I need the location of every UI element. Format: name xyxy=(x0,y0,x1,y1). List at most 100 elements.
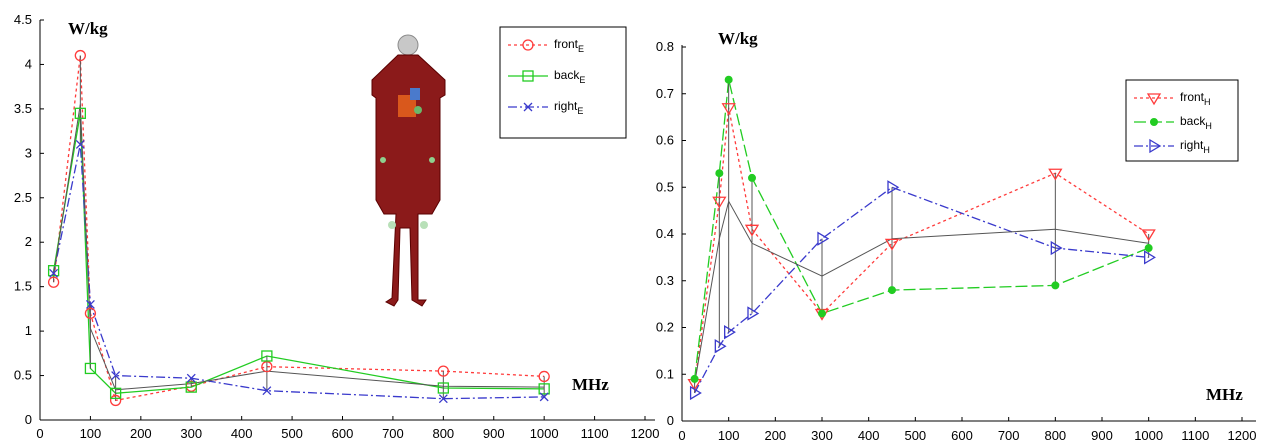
data-point-back-H xyxy=(888,286,896,295)
legend-entry-front: frontE xyxy=(554,37,584,54)
data-point-front-H xyxy=(1141,229,1156,242)
y-tick-label: 0.4 xyxy=(656,226,674,241)
legend-entry-front: frontH xyxy=(1180,90,1211,107)
x-tick-label: 1100 xyxy=(1181,428,1209,443)
data-point-right-E xyxy=(539,392,549,402)
series-line-mean xyxy=(694,199,1149,384)
data-point-right-H xyxy=(689,385,702,401)
x-tick-label: 900 xyxy=(1091,428,1113,443)
legend-label: right xyxy=(1180,138,1204,152)
data-point-front-E xyxy=(437,365,449,377)
data-point-front-H xyxy=(884,238,900,251)
data-point-right-E xyxy=(438,394,448,404)
data-point-back-E xyxy=(47,265,60,277)
x-tick-label: 100 xyxy=(80,426,102,441)
y-tick-label: 0.5 xyxy=(14,368,32,383)
data-point-back-H xyxy=(690,374,699,383)
data-point-back-H xyxy=(748,173,756,182)
y-tick-label: 0.6 xyxy=(656,133,674,148)
y-tick-label: 2 xyxy=(25,234,32,249)
y-tick-label: 2.5 xyxy=(14,190,32,205)
legend-subscript: H xyxy=(1203,145,1210,155)
x-tick-label: 1000 xyxy=(530,426,559,441)
x-tick-label: 100 xyxy=(718,428,740,443)
y-tick-label: 0.2 xyxy=(656,320,674,335)
data-point-right-H xyxy=(1050,240,1063,256)
y-tick-label: 4.5 xyxy=(14,12,32,27)
series-markers xyxy=(47,49,550,407)
legend-marker-right xyxy=(1149,138,1162,154)
human-body-image xyxy=(371,34,446,307)
y-tick-label: 0.7 xyxy=(656,86,674,101)
data-point-front-E xyxy=(538,370,550,383)
y-tick-label: 0 xyxy=(25,412,32,427)
x-tick-label: 500 xyxy=(281,426,303,441)
x-tick-label: 0 xyxy=(36,426,43,441)
data-point-right-H xyxy=(817,231,830,246)
data-point-back-E xyxy=(538,383,550,395)
y-tick-label: 0.8 xyxy=(656,39,674,54)
series-line-front-H xyxy=(693,107,1150,384)
data-point-front-E xyxy=(84,307,97,319)
data-point-back-E xyxy=(437,382,449,394)
y-axis-unit: W/kg xyxy=(718,29,758,48)
legend-marker-right xyxy=(523,102,533,112)
data-point-front-E xyxy=(74,49,86,62)
data-point-right-E xyxy=(111,371,121,381)
x-tick-label: 200 xyxy=(130,426,152,441)
legend-marker-back xyxy=(522,70,534,82)
x-tick-label: 400 xyxy=(858,428,880,443)
y-tick-label: 0 xyxy=(667,413,674,428)
data-point-back-H xyxy=(724,75,733,84)
x-tick-label: 700 xyxy=(382,426,404,441)
legend-label: front xyxy=(554,37,579,51)
data-point-back-E xyxy=(261,350,273,362)
data-point-right-H xyxy=(887,180,900,195)
data-point-right-E xyxy=(262,386,272,396)
data-point-right-H xyxy=(714,339,727,354)
data-point-front-H xyxy=(721,103,736,116)
data-point-back-H xyxy=(1144,244,1153,253)
tick-labels: 0 0.5 1 1.5 2 2.5 3 3.5 4 4.5 0 100 200 300 400 500 600 7… xyxy=(14,12,660,441)
data-point-right-E xyxy=(49,268,59,278)
legend-label: front xyxy=(1180,90,1205,104)
y-tick-label: 1 xyxy=(25,323,32,338)
legend-label: back xyxy=(554,68,580,82)
series-line-back-E xyxy=(52,113,545,394)
y-tick-label: 0.5 xyxy=(656,179,674,194)
legend-subscript: H xyxy=(1205,121,1212,131)
x-tick-label: 800 xyxy=(432,426,454,441)
x-tick-label: 1100 xyxy=(581,426,609,441)
data-point-right-H xyxy=(724,325,736,340)
x-tick-label: 800 xyxy=(1044,428,1066,443)
data-point-back-H xyxy=(715,169,724,178)
series-markers xyxy=(687,75,1156,401)
data-point-front-H xyxy=(712,196,727,209)
tick-labels: 0 0.1 0.2 0.3 0.4 0.5 0.6 0.7 0.8 0 100 200 300 400 50… xyxy=(656,39,1257,443)
x-tick-label: 1200 xyxy=(1228,428,1257,443)
data-point-right-E xyxy=(85,299,95,309)
series-line-mean xyxy=(53,104,545,391)
data-point-right-H xyxy=(1144,250,1156,265)
x-tick-label: 600 xyxy=(332,426,354,441)
series-lines xyxy=(52,55,545,402)
data-point-front-H xyxy=(1048,168,1063,181)
legend-subscript: E xyxy=(577,106,583,116)
x-tick-label: 900 xyxy=(483,426,505,441)
data-point-back-E xyxy=(74,107,86,119)
legend-marker-front xyxy=(1146,93,1162,106)
data-point-front-E xyxy=(47,276,60,288)
data-point-front-E xyxy=(261,361,273,373)
x-axis-unit: MHz xyxy=(572,375,609,394)
x-tick-label: 1000 xyxy=(1134,428,1163,443)
x-tick-label: 700 xyxy=(998,428,1020,443)
legend-entry-right: rightH xyxy=(1180,138,1210,155)
legend-label: right xyxy=(554,99,578,113)
x-tick-label: 0 xyxy=(678,428,685,443)
y-tick-label: 3.5 xyxy=(14,101,32,116)
data-point-back-H xyxy=(1051,281,1060,290)
data-point-right-E xyxy=(186,373,196,383)
y-tick-label: 0.1 xyxy=(656,366,674,381)
